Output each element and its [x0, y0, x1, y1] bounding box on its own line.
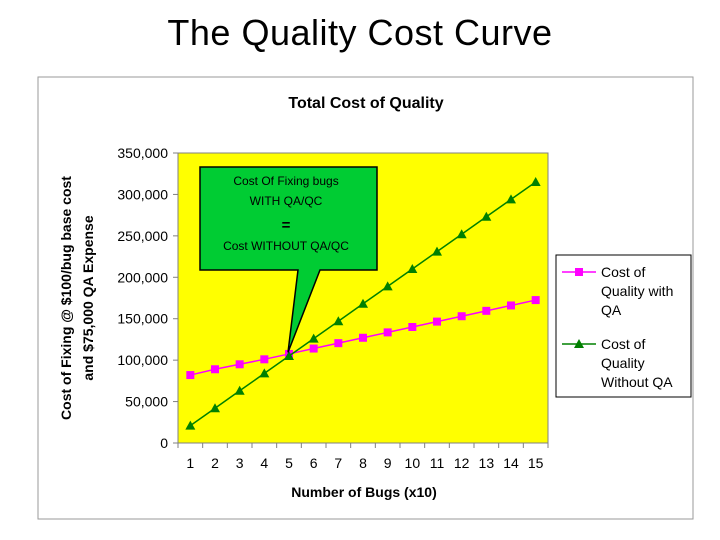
- data-point: [235, 360, 244, 369]
- x-tick-label: 4: [260, 455, 268, 471]
- data-point: [432, 246, 442, 256]
- legend-entries: Cost of Quality with QA Cost of Quality Witho…: [562, 264, 673, 390]
- x-tick-label: 13: [479, 455, 495, 471]
- y-tick-label: 50,000: [125, 394, 168, 410]
- data-point: [382, 281, 393, 291]
- legend-label: QA: [601, 302, 622, 318]
- data-point: [284, 351, 294, 360]
- legend-marker: [574, 339, 584, 348]
- x-tick-label: 14: [503, 455, 519, 471]
- slide-title: The Quality Cost Curve: [167, 12, 553, 53]
- legend-label: Cost of: [601, 264, 645, 280]
- y-tick-label: 100,000: [117, 352, 168, 368]
- data-point: [186, 371, 195, 380]
- data-point: [407, 264, 418, 273]
- callout-equals: =: [282, 217, 291, 234]
- y-axis: 0 50,000 100,000 150,000 200,000 250,000 300,0…: [117, 145, 179, 451]
- data-point: [259, 368, 270, 378]
- chart-title: Total Cost of Quality: [288, 95, 443, 112]
- data-point: [506, 194, 516, 204]
- data-point: [333, 316, 344, 326]
- x-axis: 1 2 3 4 5 6 7 8 9 10 11 12 13 14 15: [177, 442, 549, 471]
- y-tick-label: 150,000: [117, 311, 168, 327]
- data-point: [457, 312, 466, 321]
- data-point: [408, 323, 417, 331]
- legend-label: Quality: [601, 355, 645, 371]
- x-tick-label: 15: [528, 455, 544, 471]
- data-point: [456, 229, 467, 239]
- x-tick-label: 2: [211, 455, 219, 471]
- data-point: [309, 344, 318, 353]
- data-point: [481, 211, 492, 221]
- series-layer: [185, 177, 541, 430]
- legend-label: Quality with: [601, 283, 673, 299]
- x-tick-label: 9: [384, 455, 392, 471]
- data-point: [507, 301, 515, 310]
- data-point: [260, 355, 269, 364]
- y-tick-label: 0: [160, 435, 168, 451]
- x-tick-label: 10: [405, 455, 421, 471]
- callout-line2: WITH QA/QC: [250, 194, 323, 208]
- y-tick-label: 200,000: [117, 269, 168, 285]
- x-tick-label: 12: [454, 455, 470, 471]
- y-axis-title-line1: Cost of Fixing @ $100/bug base cost: [58, 176, 74, 420]
- data-point: [359, 333, 367, 342]
- x-axis-title: Number of Bugs (x10): [291, 484, 436, 500]
- x-tick-label: 8: [359, 455, 367, 471]
- data-point: [383, 328, 392, 337]
- x-tick-label: 6: [310, 455, 318, 471]
- data-point: [358, 298, 368, 308]
- data-point: [433, 317, 441, 326]
- y-tick-label: 350,000: [117, 145, 168, 161]
- data-point: [531, 296, 540, 305]
- legend-label: Cost of: [601, 336, 645, 352]
- callout-line3: Cost WITHOUT QA/QC: [223, 239, 349, 253]
- callout-line1: Cost Of Fixing bugs: [233, 174, 338, 188]
- y-tick-label: 250,000: [117, 228, 168, 244]
- x-tick-label: 11: [430, 455, 445, 471]
- x-tick-label: 3: [236, 455, 244, 471]
- data-point: [185, 420, 196, 430]
- data-point: [234, 385, 245, 395]
- y-tick-label: 300,000: [117, 186, 168, 202]
- callout: Cost Of Fixing bugs WITH QA/QC = Cost WI…: [199, 166, 378, 353]
- x-tick-label: 1: [186, 455, 194, 471]
- x-tick-label: 7: [334, 455, 342, 471]
- data-point: [482, 306, 491, 315]
- x-tick-label: 5: [285, 455, 293, 471]
- data-point: [210, 403, 220, 413]
- legend-label: Without QA: [601, 374, 673, 390]
- data-point: [334, 339, 343, 348]
- callout-bubble: [199, 166, 378, 353]
- data-point: [530, 177, 541, 186]
- y-axis-title-line2: and $75,000 QA Expense: [80, 215, 96, 380]
- data-point: [211, 365, 219, 374]
- legend: [555, 254, 692, 398]
- legend-marker: [575, 268, 583, 276]
- data-point: [308, 333, 319, 343]
